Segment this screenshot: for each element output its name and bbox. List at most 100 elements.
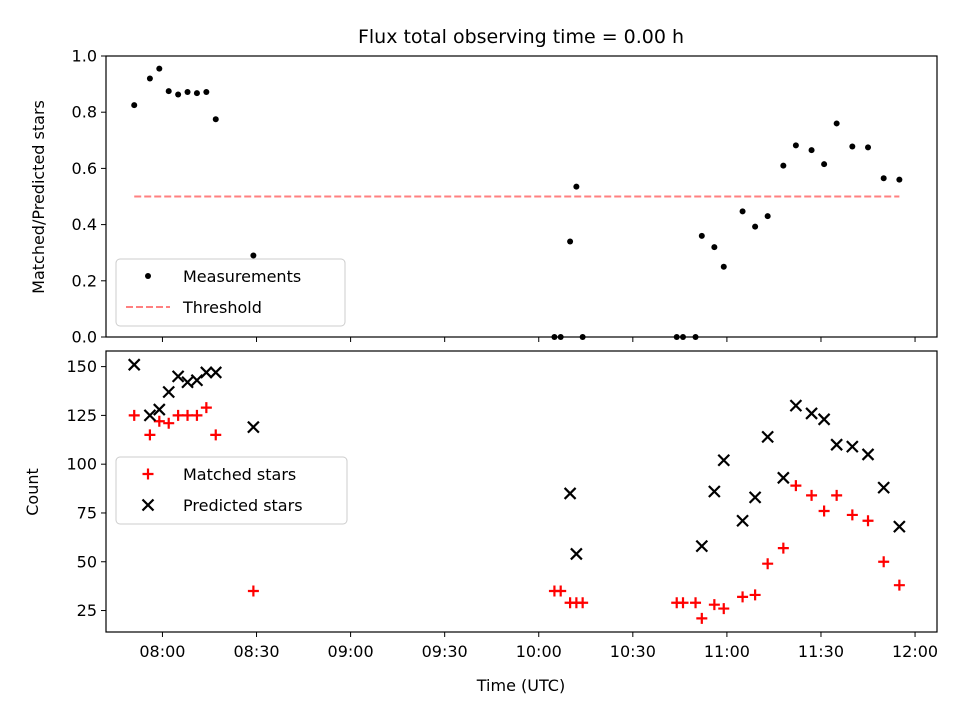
matched-star-point	[128, 409, 140, 421]
measurement-point	[739, 208, 746, 215]
matched-star-point	[696, 612, 708, 624]
x-tick-label: 12:00	[892, 642, 938, 661]
predicted-star-point	[717, 454, 731, 467]
x-tick-label: 10:30	[610, 642, 656, 661]
predicted-star-point	[143, 409, 157, 422]
measurement-point	[849, 143, 856, 150]
measurement-point	[193, 90, 200, 97]
y-tick-label: 0.2	[72, 271, 97, 290]
measurement-point	[792, 142, 799, 149]
y-tick-label: 0.0	[72, 328, 97, 347]
measurement-point	[156, 65, 163, 72]
predicted-star-point	[127, 358, 141, 371]
matched-star-point	[846, 509, 858, 521]
predicted-star-point	[861, 448, 875, 461]
legend-label: Matched stars	[183, 465, 296, 484]
predicted-star-point	[893, 520, 906, 533]
predicted-star-point	[805, 407, 818, 420]
legend: Measurements Threshold	[115, 258, 346, 327]
matched-star-point	[210, 429, 222, 441]
y-tick-label: 0.6	[72, 159, 97, 178]
measurement-point	[780, 162, 787, 169]
measurement-point	[165, 88, 172, 95]
legend-matched-marker	[142, 468, 154, 480]
predicted-star-point	[209, 366, 223, 379]
matched-star-point	[777, 542, 789, 554]
matched-star-point	[163, 417, 175, 429]
x-tick-label: 09:30	[422, 642, 468, 661]
matched-star-point	[862, 515, 874, 527]
top-panel: 0.0 0.2 0.4 0.6 0.8 1.0 Measurements Threshold	[72, 47, 938, 347]
matched-star-point	[749, 589, 761, 601]
legend-measurement-marker	[145, 273, 151, 279]
measurement-point	[175, 91, 182, 98]
x-tick-label: 11:30	[798, 642, 844, 661]
measurement-point	[821, 161, 828, 168]
predicted-star-point	[789, 399, 803, 412]
axes-frame	[105, 55, 938, 338]
predicted-star-point	[153, 403, 166, 416]
y-tick-label: 75	[77, 503, 97, 522]
predicted-star-point	[247, 420, 260, 434]
matched-star-point	[577, 597, 589, 609]
matched-star-point	[806, 489, 818, 501]
y-axis-label-bottom: Count	[23, 468, 42, 516]
predicted-star-point	[162, 385, 175, 399]
x-tick-label: 08:00	[139, 642, 185, 661]
matched-star-point	[708, 599, 720, 611]
matched-star-point	[878, 556, 890, 568]
axes-frame	[105, 350, 938, 633]
x-axis-label: Time (UTC)	[476, 676, 565, 695]
predicted-star-point	[777, 471, 790, 485]
predicted-star-point	[171, 370, 185, 383]
legend-box	[115, 258, 346, 327]
y-tick-label: 25	[77, 601, 97, 620]
matched-star-point	[818, 505, 830, 517]
measurement-point	[567, 238, 574, 245]
predicted-star-point	[181, 375, 194, 389]
y-tick-label: 0.4	[72, 215, 97, 234]
measurement-point	[808, 147, 815, 154]
x-tick-label: 09:00	[328, 642, 374, 661]
matched-star-point	[831, 489, 843, 501]
y-tick-label: 125	[66, 406, 97, 425]
x-tick-label: 08:30	[233, 642, 279, 661]
matched-star-point	[790, 480, 802, 492]
measurement-point	[146, 75, 153, 82]
x-tick-label: 11:00	[704, 642, 750, 661]
matched-star-point	[191, 409, 203, 421]
matched-star-point	[893, 579, 905, 591]
legend-label: Threshold	[182, 298, 262, 317]
y-tick-label: 1.0	[72, 47, 97, 66]
measurement-point	[865, 144, 872, 151]
measurement-point	[212, 116, 219, 123]
measurement-point	[203, 88, 210, 95]
predicted-star-point	[200, 366, 213, 379]
y-tick-label: 50	[77, 552, 97, 571]
measurement-point	[833, 120, 840, 127]
predicted-star-point	[695, 539, 709, 553]
chart-title: Flux total observing time = 0.00 h	[358, 26, 684, 48]
predicted-star-point	[708, 485, 721, 498]
matched-star-point	[555, 585, 567, 597]
predicted-star-point	[817, 413, 831, 426]
matched-star-point	[690, 597, 702, 609]
measurement-point	[711, 244, 718, 251]
measurement-point	[698, 232, 705, 239]
predicted-star-point	[748, 491, 762, 504]
predicted-star-point	[830, 438, 843, 451]
y-tick-label: 100	[66, 455, 97, 474]
matched-star-point	[677, 597, 689, 609]
matched-star-point	[718, 603, 730, 615]
measurement-point	[573, 183, 580, 190]
predicted-star-point	[563, 487, 577, 500]
measurement-point	[752, 223, 759, 230]
legend: Matched stars Predicted stars	[115, 456, 348, 525]
y-tick-label: 0.8	[72, 103, 97, 122]
matched-star-point	[153, 415, 165, 427]
predicted-star-point	[846, 440, 859, 453]
measurement-point	[896, 176, 903, 183]
measurement-point	[184, 88, 191, 95]
